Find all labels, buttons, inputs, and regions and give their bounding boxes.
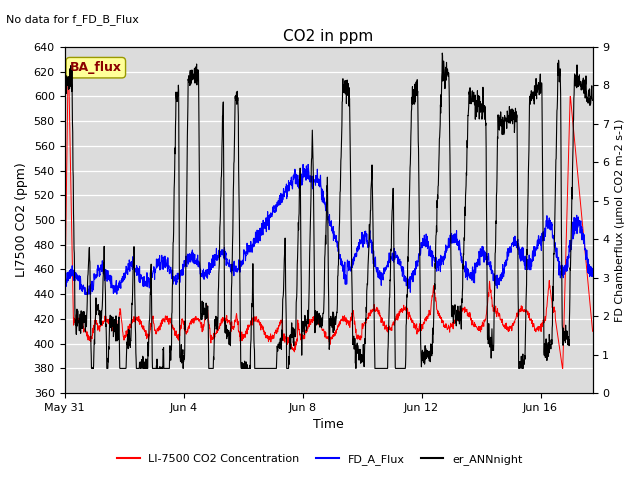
Text: No data for f_FD_B_Flux: No data for f_FD_B_Flux (6, 14, 140, 25)
Legend: LI-7500 CO2 Concentration, FD_A_Flux, er_ANNnight: LI-7500 CO2 Concentration, FD_A_Flux, er… (113, 450, 527, 469)
Text: BA_flux: BA_flux (70, 61, 122, 74)
Y-axis label: FD Chamberflux (μmol CO2 m-2 s-1): FD Chamberflux (μmol CO2 m-2 s-1) (615, 119, 625, 322)
Y-axis label: LI7500 CO2 (ppm): LI7500 CO2 (ppm) (15, 163, 28, 277)
X-axis label: Time: Time (313, 419, 344, 432)
Title: CO2 in ppm: CO2 in ppm (284, 29, 374, 44)
